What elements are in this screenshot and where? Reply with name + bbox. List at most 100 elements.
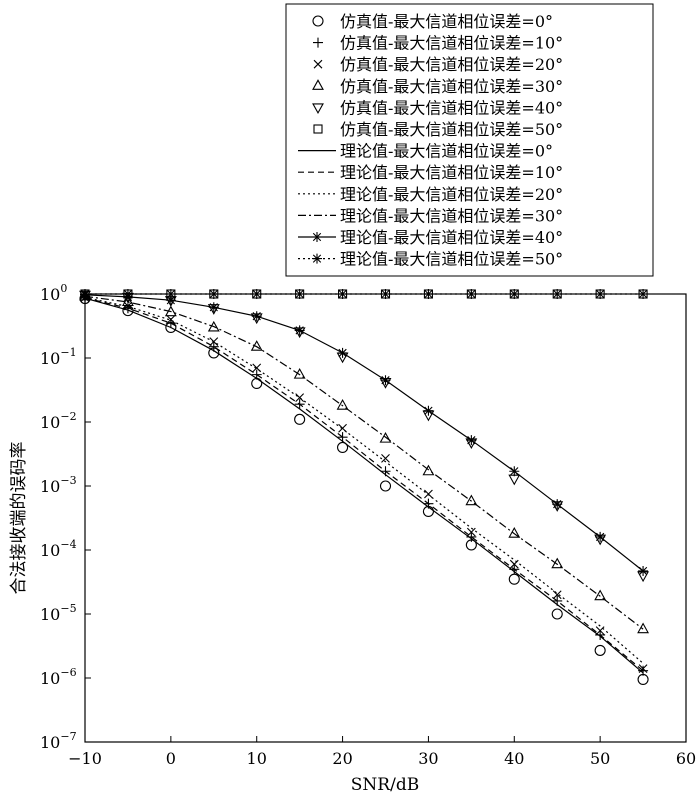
series-line — [84, 294, 644, 572]
data-point — [294, 289, 305, 299]
data-point — [594, 644, 606, 656]
data-point — [508, 573, 520, 585]
data-point — [552, 289, 563, 299]
legend-box — [285, 3, 654, 277]
data-point — [294, 325, 305, 336]
data-point — [595, 531, 606, 542]
x-tick-label: −10 — [68, 749, 102, 768]
data-point — [551, 557, 564, 569]
legend-label: 理论值-最大信道相位误差=40° — [340, 228, 563, 247]
data-point — [312, 103, 324, 115]
x-tick-label: 20 — [332, 749, 352, 768]
legend-label: 仿真值-最大信道相位误差=20° — [340, 55, 563, 74]
series — [79, 292, 649, 685]
x-tick-label: 30 — [418, 749, 438, 768]
series — [79, 290, 650, 583]
legend-entry: 理论值-最大信道相位误差=10° — [298, 163, 563, 182]
legend-entry: 仿真值-最大信道相位误差=40° — [312, 98, 563, 117]
legend: 仿真值-最大信道相位误差=0° 仿真值-最大信道相位误差=10° 仿真值-最大信道相… — [285, 3, 654, 277]
y-tick-label: 10−6 — [40, 666, 77, 688]
data-point — [509, 466, 520, 477]
legend-label: 理论值-最大信道相位误差=50° — [340, 250, 563, 269]
data-point — [594, 589, 607, 601]
data-point — [509, 289, 520, 299]
series — [84, 297, 644, 674]
data-point — [295, 393, 305, 403]
legend-label: 理论值-最大信道相位误差=30° — [340, 206, 563, 225]
data-point — [80, 289, 90, 299]
data-point — [423, 405, 434, 416]
series — [80, 289, 649, 576]
legend-entry: 仿真值-最大信道相位误差=0° — [312, 12, 553, 31]
data-point — [379, 480, 392, 492]
legend-label: 理论值-最大信道相位误差=10° — [340, 163, 563, 182]
legend-entry: 理论值-最大信道相位误差=40° — [298, 228, 563, 247]
data-point — [121, 295, 134, 307]
data-point — [508, 527, 521, 538]
data-point — [552, 499, 563, 510]
data-point — [208, 289, 219, 299]
series — [80, 292, 649, 676]
data-point — [380, 375, 391, 386]
legend-label: 仿真值-最大信道相位误差=50° — [340, 120, 563, 139]
x-axis: −10 0 10 20 30 40 50 60 — [68, 736, 696, 768]
y-tick-label: 10−5 — [40, 602, 77, 624]
data-point — [251, 377, 263, 390]
x-axis-label: SNR/dB — [351, 775, 419, 795]
legend-entry: 仿真值-最大信道相位误差=10° — [313, 34, 563, 53]
legend-label: 理论值-最大信道相位误差=0° — [340, 142, 553, 161]
series-layer — [79, 289, 650, 685]
legend-label: 仿真值-最大信道相位误差=10° — [340, 34, 563, 53]
data-point — [336, 399, 349, 410]
data-point — [637, 622, 650, 634]
data-point — [638, 565, 649, 576]
data-point — [466, 435, 477, 446]
data-point — [508, 474, 521, 486]
series — [84, 297, 644, 672]
series — [84, 295, 644, 630]
legend-label: 仿真值-最大信道相位误差=0° — [340, 12, 553, 31]
data-point — [122, 289, 133, 299]
y-tick-label: 100 — [40, 282, 67, 304]
y-tick-label: 10−7 — [40, 730, 77, 752]
x-tick-label: 50 — [590, 749, 610, 768]
y-axis-label: 合法接收端的误码率 — [9, 442, 29, 595]
data-point — [313, 59, 323, 69]
y-tick-label: 10−3 — [40, 474, 77, 496]
data-point — [337, 289, 348, 299]
data-point — [165, 289, 176, 299]
data-point — [337, 347, 348, 358]
y-tick-label: 10−2 — [40, 410, 77, 432]
data-point — [638, 289, 649, 299]
data-point — [165, 295, 176, 306]
series-line — [84, 297, 644, 664]
data-point — [381, 454, 390, 463]
y-axis: 100 10−1 10−2 10−3 10−4 10−5 10−6 10−7 — [40, 282, 91, 752]
series — [80, 289, 649, 299]
data-point — [337, 432, 348, 443]
data-point — [312, 15, 324, 27]
data-point — [466, 289, 477, 299]
data-point — [313, 37, 323, 48]
data-point — [313, 124, 323, 134]
plot-frame — [84, 293, 687, 743]
legend-entry: 仿真值-最大信道相位误差=30° — [312, 77, 563, 96]
data-point — [251, 289, 262, 299]
series-line — [84, 297, 644, 672]
legend-label: 仿真值-最大信道相位误差=40° — [340, 98, 563, 117]
data-point — [551, 608, 563, 620]
legend-entry: 理论值-最大信道相位误差=30° — [298, 206, 563, 225]
legend-entry: 仿真值-最大信道相位误差=20° — [313, 55, 563, 74]
series-line — [84, 295, 644, 630]
x-tick-label: 0 — [166, 749, 176, 768]
data-point — [208, 302, 219, 313]
x-tick-label: 60 — [676, 749, 696, 768]
legend-label: 理论值-最大信道相位误差=20° — [340, 185, 563, 204]
y-tick-label: 10−1 — [40, 346, 77, 368]
legend-entry: 理论值-最大信道相位误差=0° — [298, 142, 553, 161]
data-point — [595, 289, 606, 299]
data-point — [465, 494, 478, 506]
series — [79, 289, 650, 634]
x-tick-label: 40 — [504, 749, 524, 768]
